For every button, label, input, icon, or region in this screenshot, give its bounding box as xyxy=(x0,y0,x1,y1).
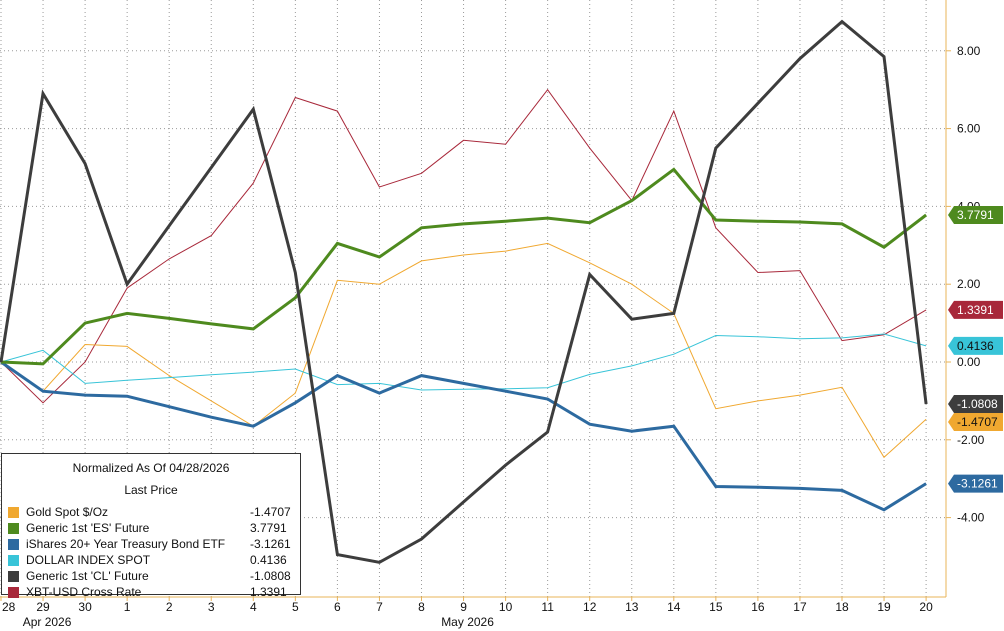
value-tag-dollar-index-spot xyxy=(948,336,1003,355)
legend-value-es: 3.7791 xyxy=(250,521,287,535)
legend-name-es: Generic 1st 'ES' Future xyxy=(26,521,150,535)
x-tick-label-22: 20 xyxy=(919,600,933,614)
month-label-may-2026: May 2026 xyxy=(441,615,494,629)
value-tag-label-generic-1st-es-future: 3.7791 xyxy=(957,208,994,222)
legend-row-tlt: iShares 20+ Year Treasury Bond ETF -3.12… xyxy=(2,536,300,552)
x-tick-label-16: 14 xyxy=(667,600,681,614)
legend-swatch-dxy xyxy=(8,555,19,566)
x-tick-label-15: 13 xyxy=(625,600,639,614)
legend-title: Normalized As Of 04/28/2026 xyxy=(72,461,230,475)
legend-name-dxy: DOLLAR INDEX SPOT xyxy=(26,553,151,567)
legend-row-xbt: XBT-USD Cross Rate 1.3391 xyxy=(2,584,300,600)
legend-value-gold: -1.4707 xyxy=(250,505,291,519)
series-line-generic-1st-es-future xyxy=(0,167,928,366)
value-tag-label-gold-spot-oz: -1.4707 xyxy=(957,415,998,429)
value-tag-label-xbt-usd-cross-rate: 1.3391 xyxy=(957,303,994,317)
series-line-dollar-index-spot xyxy=(0,333,927,391)
legend-row-es: Generic 1st 'ES' Future 3.7791 xyxy=(2,520,300,536)
x-tick-label-1: 29 xyxy=(36,600,50,614)
y-tick-label-2-00: 2.00 xyxy=(957,277,981,291)
x-tick-label-21: 19 xyxy=(877,600,891,614)
month-label-apr-2026: Apr 2026 xyxy=(23,615,72,629)
x-tick-label-11: 9 xyxy=(460,600,467,614)
legend-swatch-xbt xyxy=(8,587,19,598)
x-tick-label-7: 5 xyxy=(292,600,299,614)
legend-value-xbt: 1.3391 xyxy=(250,585,287,599)
legend-subtitle: Last Price xyxy=(124,483,178,497)
legend-swatch-gold xyxy=(8,507,19,518)
x-tick-label-5: 3 xyxy=(208,600,215,614)
legend-swatch-tlt xyxy=(8,539,19,550)
y-tick-label-2-00: -2.00 xyxy=(957,433,985,447)
series-line-gold-spot-oz xyxy=(0,242,927,459)
value-tag-ishares-20-year-treasury-bond-etf xyxy=(948,474,1003,493)
legend-row-cl: Generic 1st 'CL' Future -1.0808 xyxy=(2,568,300,584)
series-line-xbt-usd-cross-rate xyxy=(0,88,927,404)
y-tick-label-0-00: 0.00 xyxy=(957,355,981,369)
legend-swatch-cl xyxy=(8,571,19,582)
x-tick-label-17: 15 xyxy=(709,600,723,614)
x-tick-label-8: 6 xyxy=(334,600,341,614)
value-tag-gold-spot-oz xyxy=(948,413,1003,432)
x-tick-label-6: 4 xyxy=(250,600,257,614)
legend-swatch-es xyxy=(8,523,19,534)
legend-name-cl: Generic 1st 'CL' Future xyxy=(26,569,149,583)
x-tick-label-13: 11 xyxy=(541,600,554,614)
x-tick-label-12: 10 xyxy=(499,600,513,614)
legend-row-gold: Gold Spot $/Oz -1.4707 xyxy=(2,504,300,520)
y-tick-label-6-00: 6.00 xyxy=(957,122,981,136)
value-tag-xbt-usd-cross-rate xyxy=(948,300,1003,319)
x-tick-label-20: 18 xyxy=(835,600,849,614)
value-tag-generic-1st-es-future xyxy=(948,205,1003,224)
y-tick-label-8-00: 8.00 xyxy=(957,44,981,58)
value-tag-label-dollar-index-spot: 0.4136 xyxy=(957,339,994,353)
legend-value-dxy: 0.4136 xyxy=(250,553,287,567)
x-tick-label-14: 12 xyxy=(583,600,597,614)
y-tick-label-4-00: -4.00 xyxy=(957,511,985,525)
legend: Normalized As Of 04/28/2026 Last Price G… xyxy=(1,453,301,599)
x-tick-label-9: 7 xyxy=(376,600,383,614)
x-tick-label-10: 8 xyxy=(418,600,425,614)
legend-name-gold: Gold Spot $/Oz xyxy=(26,505,109,519)
legend-value-cl: -1.0808 xyxy=(250,569,291,583)
value-tag-label-ishares-20-year-treasury-bond-etf: -3.1261 xyxy=(957,477,998,491)
legend-name-tlt: iShares 20+ Year Treasury Bond ETF xyxy=(26,537,226,551)
x-tick-label-0: 28 xyxy=(2,600,16,614)
x-tick-label-2: 30 xyxy=(78,600,92,614)
x-tick-label-19: 17 xyxy=(793,600,807,614)
x-tick-label-3: 1 xyxy=(124,600,131,614)
x-tick-label-4: 2 xyxy=(166,600,173,614)
legend-row-dxy: DOLLAR INDEX SPOT 0.4136 xyxy=(2,552,300,568)
legend-value-tlt: -3.1261 xyxy=(250,537,291,551)
series-line-ishares-20-year-treasury-bond-etf xyxy=(0,360,927,512)
value-tag-generic-1st-cl-future xyxy=(948,395,1003,414)
series-line-generic-1st-cl-future xyxy=(0,19,928,564)
x-tick-label-18: 16 xyxy=(751,600,765,614)
value-tag-label-generic-1st-cl-future: -1.0808 xyxy=(957,397,998,411)
legend-name-xbt: XBT-USD Cross Rate xyxy=(26,585,142,599)
